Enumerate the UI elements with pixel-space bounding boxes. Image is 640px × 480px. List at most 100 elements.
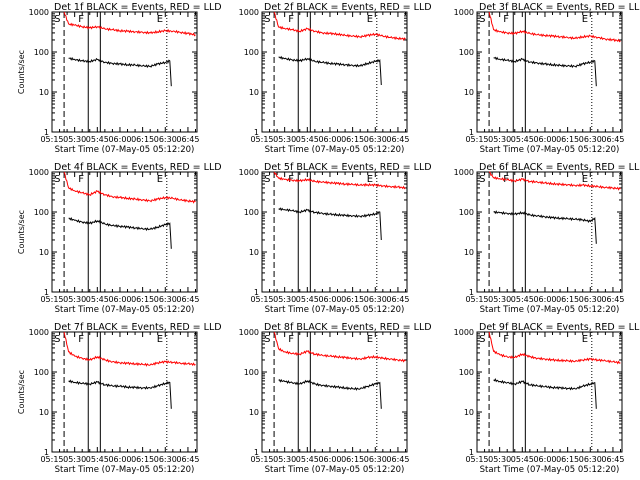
series-lld-line [273,331,406,363]
plot-frame [261,11,408,133]
x-axis-label: Start Time (07-May-05 05:12:20) [480,305,620,315]
y-tick-label: 1000 [239,328,259,337]
x-tick-label: 06:45 [386,455,409,464]
series-events-line [68,379,172,409]
y-tick-label: 10 [39,408,49,417]
y-tick-label: 10 [39,248,49,257]
marker-label: S [479,334,485,345]
x-axis-label: Start Time (07-May-05 05:12:20) [265,145,405,155]
x-axis-label: Start Time (07-May-05 05:12:20) [55,465,195,475]
y-tick-label: 100 [34,208,49,217]
x-tick-label: 06:45 [386,135,409,144]
x-tick-label: 06:00 [533,455,556,464]
x-axis-label: Start Time (07-May-05 05:12:20) [55,305,195,315]
x-tick-label: 05:30 [63,295,86,304]
y-tick-label: 1000 [29,8,49,17]
marker-label: E [367,334,373,345]
x-tick-label: 05:30 [273,135,296,144]
y-axis-label: Counts/sec [17,50,26,94]
marker-label: F [503,14,509,25]
x-tick-label: 05:15 [250,295,273,304]
y-tick-label: 1000 [29,328,49,337]
x-tick-label: 05:45 [86,135,109,144]
panel-det-4: Det 4f BLACK = Events, RED = LLD 1 10 100 10… [17,162,222,315]
plot-frame [476,11,623,133]
y-tick-label: 10 [464,408,474,417]
y-tick-label: 100 [244,48,259,57]
x-tick-label: 06:30 [579,455,602,464]
y-tick-label: 1 [254,128,259,137]
marker-label: E [582,174,588,185]
y-tick-label: 1 [44,128,49,137]
x-tick-label: 06:30 [364,455,387,464]
chart-title: Det 4f BLACK = Events, RED = LLD [54,162,222,173]
x-axis-label: Start Time (07-May-05 05:12:20) [265,465,405,475]
panel-det-2: Det 2f BLACK = Events, RED = LLD 1 10 100 10… [239,2,432,155]
marker-label: S [479,174,485,185]
x-tick-label: 05:15 [250,135,273,144]
x-tick-label: 06:45 [601,295,624,304]
x-tick-label: 05:45 [511,295,534,304]
x-tick-label: 06:30 [364,295,387,304]
marker-label: E [157,334,163,345]
panel-det-5: Det 5f BLACK = Events, RED = LLD 1 10 100 10… [239,162,432,315]
x-tick-label: 05:15 [465,135,488,144]
y-axis-label: Counts/sec [17,370,26,414]
x-tick-label: 06:15 [131,455,154,464]
plot-frame [51,11,198,133]
marker-label: S [479,14,485,25]
series-lld-line [63,11,196,37]
y-tick-label: 1 [469,288,474,297]
plot-frame [476,171,623,293]
panel-det-7: Det 7f BLACK = Events, RED = LLD 1 10 100 10… [17,322,222,475]
series-lld-line [488,171,621,191]
y-tick-label: 100 [244,208,259,217]
y-tick-label: 1 [469,448,474,457]
marker-label: S [54,334,60,345]
x-tick-label: 06:00 [533,135,556,144]
x-tick-label: 06:30 [154,295,177,304]
series-events-line [278,378,382,409]
marker-label: S [54,174,60,185]
x-tick-label: 05:45 [296,135,319,144]
x-axis-label: Start Time (07-May-05 05:12:20) [55,145,195,155]
marker-label: F [288,14,294,25]
series-lld-line [488,331,621,365]
y-tick-label: 100 [459,368,474,377]
x-tick-label: 06:15 [131,135,154,144]
marker-label: F [288,334,294,345]
x-tick-label: 06:00 [108,135,131,144]
series-events-line [68,56,172,87]
y-tick-label: 1 [44,288,49,297]
panel-det-9: Det 9f BLACK = Events, RED = LLD 1 10 100 10… [454,322,640,475]
chart-title: Det 6f BLACK = Events, RED = LLD [479,162,640,173]
series-lld-line [63,331,196,367]
chart-title: Det 2f BLACK = Events, RED = LLD [264,2,432,13]
y-tick-label: 1000 [454,168,474,177]
x-tick-label: 06:30 [579,135,602,144]
marker-label: F [78,174,84,185]
y-tick-label: 10 [249,248,259,257]
x-tick-label: 05:15 [40,135,63,144]
chart-title: Det 8f BLACK = Events, RED = LLD [264,322,432,333]
y-tick-label: 1000 [239,8,259,17]
y-tick-label: 1 [44,448,49,457]
y-tick-label: 10 [249,88,259,97]
y-tick-label: 1 [254,448,259,457]
x-tick-label: 06:00 [318,295,341,304]
x-tick-label: 06:00 [108,455,131,464]
marker-label: F [78,334,84,345]
series-events-line [278,55,382,86]
series-events-line [493,210,597,244]
y-tick-label: 100 [459,48,474,57]
chart-title: Det 1f BLACK = Events, RED = LLD [54,2,222,13]
panel-det-3: Det 3f BLACK = Events, RED = LLD 1 10 100 10… [454,2,640,155]
y-tick-label: 10 [39,88,49,97]
series-lld-line [273,11,406,41]
marker-label: E [157,14,163,25]
x-tick-label: 05:30 [63,135,86,144]
plot-frame [261,171,408,293]
plot-frame [476,331,623,453]
marker-label: S [264,14,270,25]
marker-label: S [264,174,270,185]
